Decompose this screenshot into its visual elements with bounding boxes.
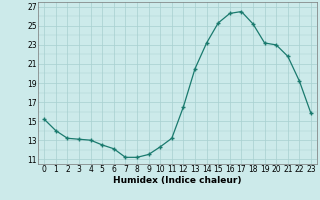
X-axis label: Humidex (Indice chaleur): Humidex (Indice chaleur) xyxy=(113,176,242,185)
